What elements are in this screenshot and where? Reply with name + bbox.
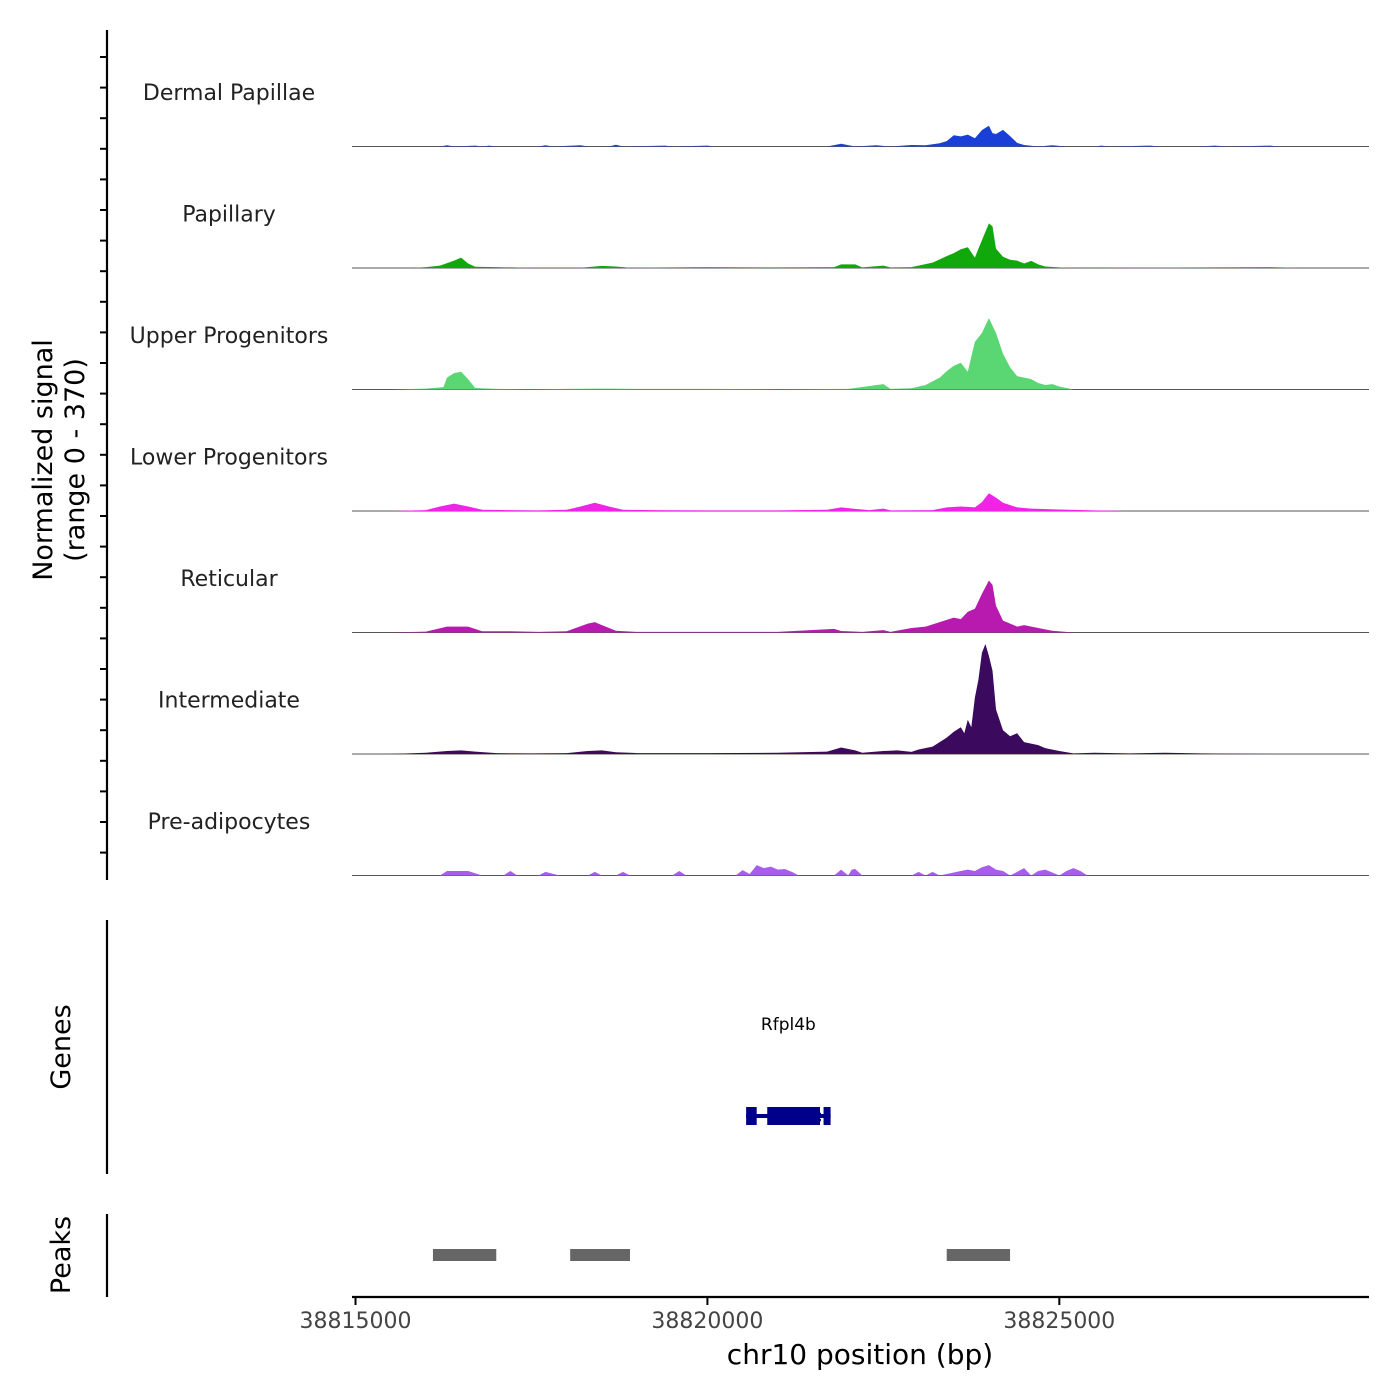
y-axis-title: Normalized signal (range 0 - 370) (28, 339, 91, 581)
track-intermediate: Intermediate (158, 644, 1369, 755)
x-axis-ticks: 38815000 38820000 38825000 (300, 1297, 1115, 1334)
gene-strand-arrow: ‹ (815, 1104, 823, 1128)
gene-exon (746, 1107, 757, 1125)
track-signal-area (411, 223, 1306, 268)
gene-annotations: Rfpl4b ‹ (746, 1015, 831, 1128)
gene-exon (767, 1107, 821, 1125)
track-signal-area (390, 318, 1074, 390)
peak-region (570, 1249, 631, 1261)
x-tick-label: 38815000 (300, 1309, 412, 1334)
x-tick-label: 38825000 (1003, 1309, 1115, 1334)
track-label: Pre-adipocytes (148, 810, 311, 835)
gene-exon (823, 1107, 831, 1125)
track-label: Upper Progenitors (130, 324, 329, 349)
track-label: Lower Progenitors (130, 446, 328, 471)
track-signal-area (439, 125, 1327, 147)
track-signal-area (439, 865, 1088, 876)
signal-y-axis-ticks (100, 56, 107, 854)
track-reticular: Reticular (180, 567, 1369, 633)
track-dermal-papillae: Dermal Papillae (143, 81, 1369, 147)
track-pre-adipocytes: Pre-adipocytes (148, 810, 1369, 876)
track-signal-area (390, 580, 1074, 633)
track-lower-progenitors: Lower Progenitors (130, 446, 1369, 512)
gene-rfpl4b: Rfpl4b ‹ (746, 1015, 831, 1128)
gene-label: Rfpl4b (761, 1015, 816, 1035)
y-axis-title-range: (range 0 - 370) (60, 358, 91, 562)
peak-region (946, 1249, 1011, 1261)
track-signal-area (390, 493, 1130, 511)
track-label: Dermal Papillae (143, 81, 315, 106)
y-axis-title-main: Normalized signal (28, 339, 59, 581)
genes-panel-label: Genes (46, 1004, 77, 1089)
peak-regions (432, 1249, 1011, 1261)
peaks-panel-label: Peaks (46, 1216, 77, 1294)
track-papillary: Papillary (182, 203, 1369, 269)
x-axis-title: chr10 position (bp) (727, 1338, 993, 1371)
track-upper-progenitors: Upper Progenitors (130, 318, 1369, 390)
peak-region (432, 1249, 497, 1261)
track-label: Papillary (182, 203, 276, 228)
track-label: Reticular (180, 567, 278, 592)
x-tick-label: 38820000 (651, 1309, 763, 1334)
track-label: Intermediate (158, 689, 300, 714)
signal-tracks: Dermal Papillae Papillary Upper Progenitor… (130, 81, 1369, 876)
track-signal-area (390, 644, 1271, 754)
